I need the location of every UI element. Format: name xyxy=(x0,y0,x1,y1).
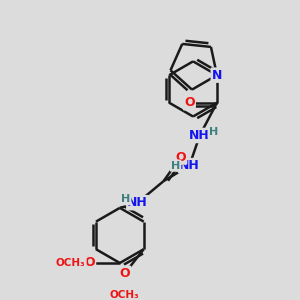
Text: H: H xyxy=(209,127,218,137)
Text: H: H xyxy=(171,160,180,171)
Text: O: O xyxy=(84,256,95,269)
Text: H: H xyxy=(121,194,130,204)
Text: O: O xyxy=(119,267,130,280)
Text: N: N xyxy=(212,69,222,82)
Text: NH: NH xyxy=(189,129,210,142)
Text: O: O xyxy=(184,96,195,109)
Text: NH: NH xyxy=(127,196,148,209)
Text: O: O xyxy=(176,151,186,164)
Text: OCH₃: OCH₃ xyxy=(56,258,85,268)
Text: OCH₃: OCH₃ xyxy=(110,290,140,300)
Text: NH: NH xyxy=(179,159,200,172)
